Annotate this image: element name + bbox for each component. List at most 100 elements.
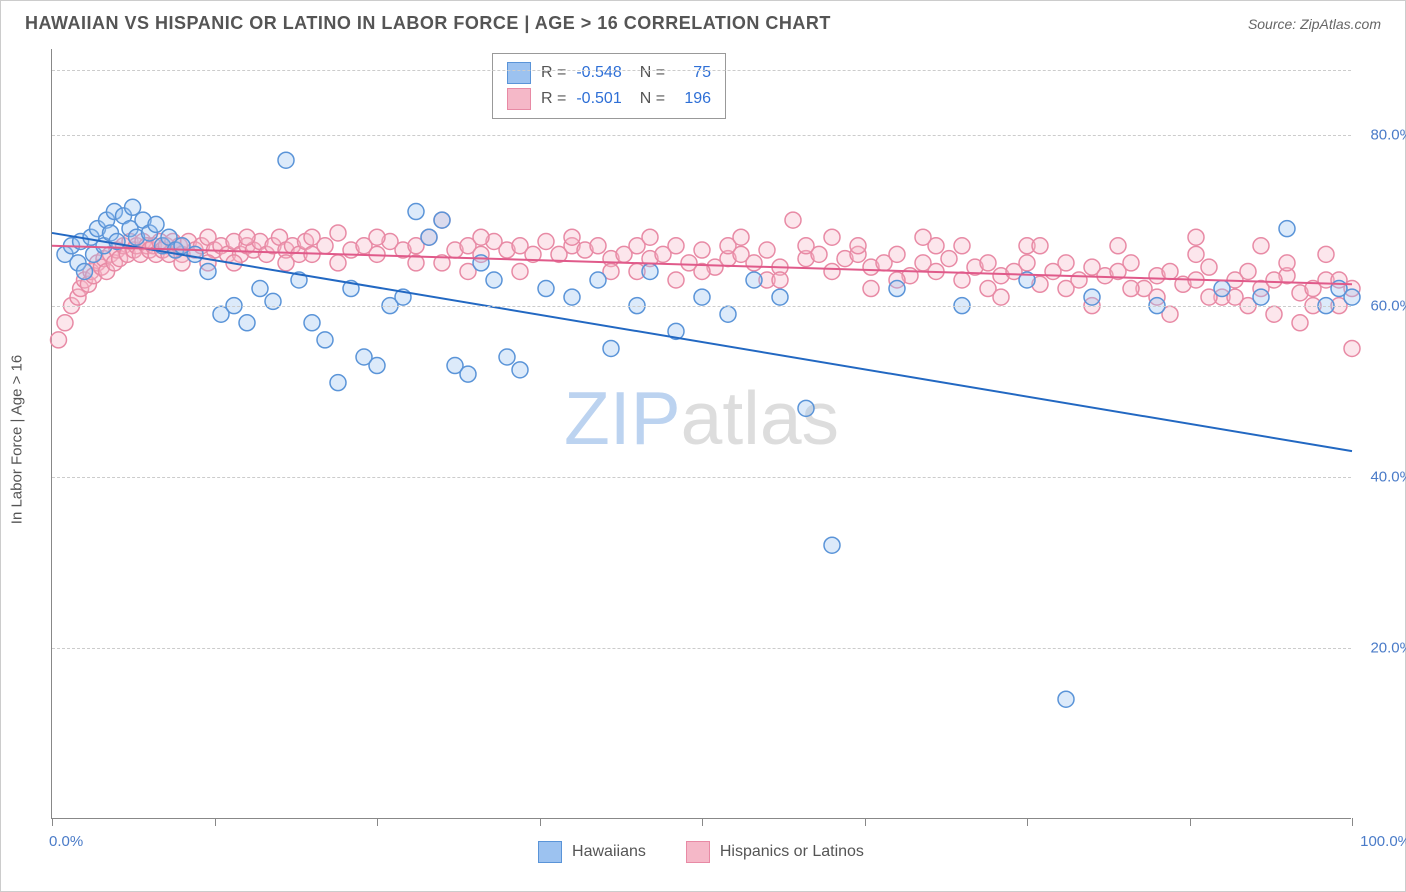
gridline-h xyxy=(52,477,1351,478)
scatter-point xyxy=(1123,281,1139,297)
scatter-point xyxy=(1344,289,1360,305)
scatter-point xyxy=(538,234,554,250)
scatter-point xyxy=(746,255,762,271)
scatter-point xyxy=(1344,340,1360,356)
scatter-point xyxy=(200,263,216,279)
scatter-point xyxy=(239,229,255,245)
stat-n-label: N = xyxy=(640,90,665,108)
gridline-h xyxy=(52,648,1351,649)
scatter-point xyxy=(668,272,684,288)
x-tick xyxy=(1190,818,1191,826)
scatter-point xyxy=(720,306,736,322)
scatter-point xyxy=(824,229,840,245)
scatter-point xyxy=(772,272,788,288)
stat-r-label: R = xyxy=(541,90,566,108)
x-tick xyxy=(865,818,866,826)
gridline-h xyxy=(52,135,1351,136)
scatter-point xyxy=(642,263,658,279)
scatter-point xyxy=(1279,221,1295,237)
scatter-point xyxy=(1110,238,1126,254)
scatter-point xyxy=(759,242,775,258)
scatter-point xyxy=(824,537,840,553)
scatter-point xyxy=(538,281,554,297)
scatter-point xyxy=(694,242,710,258)
scatter-point xyxy=(330,225,346,241)
stat-r-value: -0.548 xyxy=(576,64,621,82)
bottom-legend-item: Hispanics or Latinos xyxy=(686,841,864,863)
scatter-point xyxy=(1292,315,1308,331)
y-tick-label: 20.0% xyxy=(1370,639,1406,656)
legend-label: Hawaiians xyxy=(572,843,646,861)
scatter-point xyxy=(954,238,970,254)
scatter-point xyxy=(1058,691,1074,707)
x-tick xyxy=(702,818,703,826)
scatter-point xyxy=(330,375,346,391)
scatter-point xyxy=(252,281,268,297)
scatter-point xyxy=(1058,255,1074,271)
scatter-point xyxy=(408,204,424,220)
scatter-point xyxy=(1201,259,1217,275)
stats-legend: R =-0.548N =75R =-0.501N =196 xyxy=(492,53,726,119)
scatter-point xyxy=(1188,246,1204,262)
scatter-point xyxy=(1253,238,1269,254)
plot-area: ZIPatlas R =-0.548N =75R =-0.501N =196 2… xyxy=(51,49,1351,819)
scatter-point xyxy=(850,238,866,254)
scatter-point xyxy=(798,238,814,254)
scatter-point xyxy=(1266,306,1282,322)
scatter-point xyxy=(980,255,996,271)
scatter-point xyxy=(798,400,814,416)
legend-swatch xyxy=(507,88,531,110)
chart-container: HAWAIIAN VS HISPANIC OR LATINO IN LABOR … xyxy=(0,0,1406,892)
scatter-point xyxy=(317,332,333,348)
scatter-point xyxy=(369,229,385,245)
y-tick-label: 80.0% xyxy=(1370,126,1406,143)
legend-swatch xyxy=(538,841,562,863)
x-tick xyxy=(540,818,541,826)
scatter-point xyxy=(1058,281,1074,297)
scatter-point xyxy=(824,263,840,279)
scatter-point xyxy=(330,255,346,271)
scatter-point xyxy=(1123,255,1139,271)
scatter-point xyxy=(941,251,957,267)
chart-svg xyxy=(52,49,1351,818)
y-tick-label: 40.0% xyxy=(1370,468,1406,485)
x-tick xyxy=(377,818,378,826)
x-tick xyxy=(1352,818,1353,826)
scatter-point xyxy=(265,293,281,309)
legend-swatch xyxy=(507,62,531,84)
scatter-point xyxy=(148,216,164,232)
scatter-point xyxy=(863,281,879,297)
scatter-point xyxy=(1253,289,1269,305)
scatter-point xyxy=(772,289,788,305)
x-tick xyxy=(1027,818,1028,826)
scatter-point xyxy=(915,229,931,245)
scatter-point xyxy=(304,315,320,331)
scatter-point xyxy=(57,315,73,331)
scatter-point xyxy=(473,229,489,245)
scatter-point xyxy=(1214,281,1230,297)
scatter-point xyxy=(473,255,489,271)
x-tick xyxy=(215,818,216,826)
scatter-point xyxy=(668,238,684,254)
stat-n-label: N = xyxy=(640,64,665,82)
scatter-point xyxy=(278,255,294,271)
scatter-point xyxy=(278,152,294,168)
scatter-point xyxy=(304,229,320,245)
scatter-point xyxy=(889,246,905,262)
gridline-h xyxy=(52,306,1351,307)
scatter-point xyxy=(1162,263,1178,279)
gridline-h xyxy=(52,70,1351,71)
scatter-point xyxy=(460,366,476,382)
stat-r-value: -0.501 xyxy=(576,90,621,108)
bottom-legend: Hawaiians Hispanics or Latinos xyxy=(51,841,1351,863)
scatter-point xyxy=(512,263,528,279)
scatter-point xyxy=(434,212,450,228)
scatter-point xyxy=(1188,229,1204,245)
scatter-point xyxy=(1279,255,1295,271)
scatter-point xyxy=(564,229,580,245)
x-axis-end-label: 100.0% xyxy=(1360,833,1406,850)
chart-header: HAWAIIAN VS HISPANIC OR LATINO IN LABOR … xyxy=(1,1,1405,42)
scatter-point xyxy=(512,362,528,378)
scatter-point xyxy=(564,289,580,305)
bottom-legend-item: Hawaiians xyxy=(538,841,646,863)
